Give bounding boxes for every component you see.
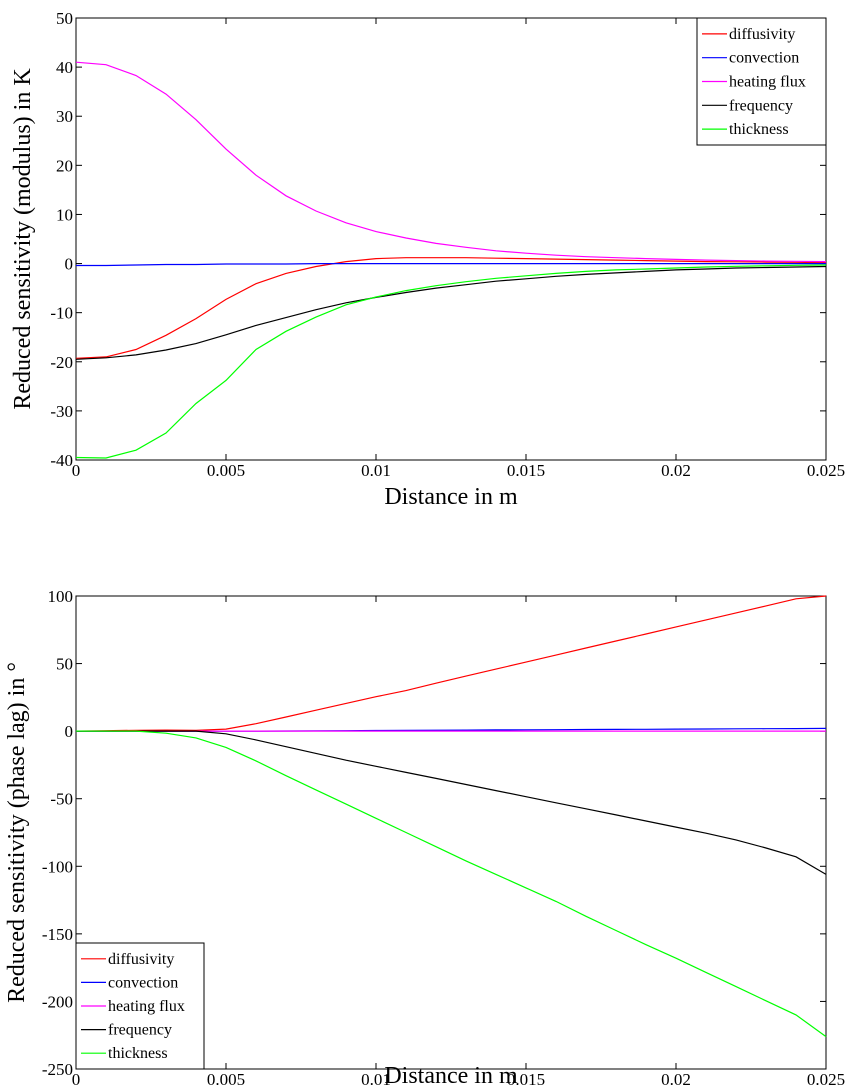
legend-label: heating flux: [108, 998, 185, 1015]
series-line-convection: [76, 263, 826, 267]
y-axis-label: Reduced sensitivity (modulus) in K: [10, 68, 36, 410]
plot-frame: [75, 17, 827, 461]
y-tick-label: 10: [56, 205, 73, 224]
x-tick-label: 0.025: [807, 461, 845, 480]
x-tick-label: 0.01: [361, 1070, 391, 1086]
series-line-diffusivity: [75, 595, 827, 732]
x-tick-label: 0.025: [807, 1070, 845, 1086]
x-tick-label: 0: [72, 1070, 81, 1086]
x-tick-label: 0: [72, 461, 81, 480]
y-tick-label: 30: [56, 107, 73, 126]
x-axis-label: Distance in m: [384, 484, 518, 510]
y-tick-label: -30: [50, 402, 73, 421]
y-tick-label: -100: [42, 857, 73, 876]
legend-label: diffusivity: [729, 26, 795, 43]
y-tick-label: -40: [50, 451, 73, 470]
y-tick-label: -50: [50, 790, 73, 809]
series-line-frequency: [75, 265, 827, 360]
legend-label: convection: [108, 974, 178, 991]
series-line-heating-flux: [75, 61, 827, 263]
chart-modulus: 0 0.005 0.01 0.015 0.02 0.025 -40 -30 -20 -10 0 10 2…: [10, 9, 845, 510]
legend-label: convection: [729, 50, 799, 67]
y-tick-label: -20: [50, 353, 73, 372]
y-tick-label: 0: [65, 255, 74, 274]
legend-label: heating flux: [729, 74, 806, 91]
x-tick-label: 0.005: [207, 1070, 245, 1086]
series-line-thickness: [75, 264, 827, 459]
legend-label: thickness: [108, 1045, 168, 1062]
y-tick-label: -10: [50, 304, 73, 323]
y-tick-label: 50: [56, 655, 73, 674]
y-tick-label: 100: [48, 587, 74, 606]
y-tick-label: 0: [65, 722, 74, 741]
legend-label: thickness: [729, 121, 789, 138]
series-line-frequency: [76, 730, 827, 875]
chart-phase-lag: 0 0.005 0.01 0.015 0.02 0.025 -250 -200 -150 -100…: [4, 587, 845, 1086]
x-axis-label: Distance in m: [384, 1063, 518, 1086]
legend-label: frequency: [108, 1022, 172, 1039]
y-axis-label: Reduced sensitivity (phase lag) in °: [4, 662, 30, 1003]
x-tick-label: 0.02: [661, 1070, 691, 1086]
x-tick-label: 0.02: [661, 461, 691, 480]
y-tick-label: -250: [42, 1060, 73, 1079]
y-tick-label: 50: [56, 9, 73, 28]
x-tick-label: 0.005: [207, 461, 245, 480]
y-tick-label: -150: [42, 925, 73, 944]
x-tick-label: 0.01: [361, 461, 391, 480]
legend-label: frequency: [729, 97, 793, 114]
x-tick-label: 0.015: [507, 1070, 545, 1086]
y-tick-label: 20: [56, 156, 73, 175]
y-tick-label: 40: [56, 58, 73, 77]
y-tick-label: -200: [42, 992, 73, 1011]
series-line-thickness: [76, 730, 827, 1038]
x-tick-label: 0.015: [507, 461, 545, 480]
plot-frame: [75, 595, 827, 1070]
series-line-diffusivity: [75, 257, 827, 359]
legend-label: diffusivity: [108, 951, 174, 968]
